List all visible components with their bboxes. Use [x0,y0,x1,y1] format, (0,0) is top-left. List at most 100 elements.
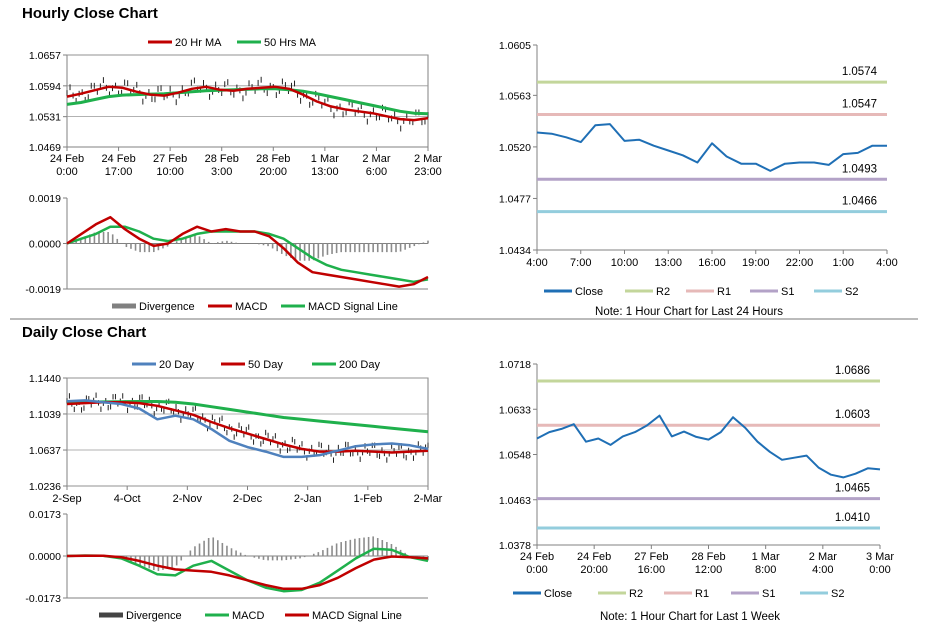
daily-price-200day-line [66,400,429,434]
hourly-pivot-x-tick-label: 4:00 [526,257,547,269]
hourly-pivot-x-tick-label: 19:00 [742,257,770,269]
daily-price-50day-line [66,400,429,454]
daily-pivot-legend-s1-label: S1 [762,588,775,600]
hourly-price-x-tick-label: 24 Feb [101,153,135,165]
hourly-pivot-x-tick-label: 1:00 [833,257,854,269]
hourly-pivot-x-tick-label: 22:00 [786,257,814,269]
daily-price-x-tick-label: 2-Dec [233,493,263,505]
hourly-price-x-tick-label: 3:00 [211,166,232,178]
daily-price-plot-frame [66,377,429,487]
daily-pivot-x-tick-label: 1 Mar [752,551,780,563]
daily-price-x-tick-label: 2-Mar [414,493,443,505]
hourly-pivot-y-tick-label: 1.0477 [499,193,531,205]
daily-pivot-y-tick-label: 1.0548 [499,450,531,462]
hourly-price-x-tick-label: 13:00 [311,166,339,178]
hourly-price-legend-50hr-label: 50 Hrs MA [264,37,317,49]
hourly-price-x-tick-label: 2 Mar [414,153,442,165]
daily-price-y-tick-label: 1.0236 [29,481,61,493]
daily-pivot-close-line [536,414,881,479]
daily-pivot-x-tick-label: 24 Feb [520,551,554,563]
daily-macd-y-tick-label: 0.0173 [29,509,61,521]
daily-pivot-legend-r1-label: R1 [695,588,709,600]
hourly-price-x-tick-label: 1 Mar [311,153,339,165]
daily-macd-y-tick-label: -0.0173 [25,593,61,605]
daily-pivot-level-s1-label: 1.0465 [835,483,870,495]
hourly-price-y-tick-label: 1.0469 [29,142,61,154]
hourly-pivot-y-tick-label: 1.0520 [499,142,531,154]
hourly-price-x-tick-label: 0:00 [56,166,77,178]
hourly-macd-legend-divergence-label: Divergence [139,301,195,313]
daily-pivot-y-tick-label: 1.0633 [499,404,531,416]
hourly-pivot-legend-r2-label: R2 [656,286,670,298]
daily-pivot-y-tick-label: 1.0378 [499,540,531,552]
hourly-macd-y-tick-label: 0.0019 [29,193,61,205]
daily-section-title: Daily Close Chart [22,324,147,341]
hourly-price-x-tick-label: 27 Feb [153,153,187,165]
daily-price-20day-line [66,399,429,459]
daily-pivot-level-s2-label: 1.0410 [835,512,870,524]
hourly-pivot-level-r1-label: 1.0547 [842,99,877,111]
hourly-macd-legend-macd-label: MACD [235,301,267,313]
hourly-macd-legend-signal-label: MACD Signal Line [308,301,398,313]
hourly-price-x-tick-label: 10:00 [156,166,184,178]
daily-pivot-x-tick-label: 8:00 [755,564,776,576]
hourly-pivot-x-tick-label: 7:00 [570,257,591,269]
hourly-pivot-close-line [536,123,887,172]
daily-pivot-legend-s2-label: S2 [831,588,844,600]
hourly-pivot-level-r2-label: 1.0574 [842,66,878,78]
daily-price-legend-20day-label: 20 Day [159,359,194,371]
hourly-pivot-level-s1-label: 1.0493 [842,163,877,175]
daily-pivot-x-tick-label: 4:00 [812,564,833,576]
hourly-price-x-tick-label: 20:00 [260,166,288,178]
daily-macd-legend-divergence-label: Divergence [126,610,182,622]
hourly-price-x-tick-label: 6:00 [366,166,387,178]
daily-pivot-level-r2-label: 1.0686 [835,365,870,377]
daily-pivot-x-tick-label: 0:00 [869,564,890,576]
hourly-price-x-tick-label: 17:00 [105,166,133,178]
daily-macd-y-tick-label: 0.0000 [29,551,61,563]
hourly-price-x-tick-label: 28 Feb [256,153,290,165]
hourly-price-legend-20hr-label: 20 Hr MA [175,37,222,49]
daily-pivot-level-r1-label: 1.0603 [835,409,870,421]
daily-pivot-x-tick-label: 27 Feb [634,551,668,563]
hourly-macd-line [66,215,429,288]
daily-price-x-tick-label: 1-Feb [353,493,382,505]
hourly-macd-y-tick-label: 0.0000 [29,239,61,251]
hourly-price-20hr-line [66,85,429,122]
daily-pivot-x-tick-label: 28 Feb [691,551,725,563]
daily-pivot-y-tick-label: 1.0718 [499,359,531,371]
hourly-price-x-tick-label: 24 Feb [50,153,84,165]
daily-pivot-x-tick-label: 20:00 [580,564,608,576]
daily-price-y-tick-label: 1.1039 [29,409,61,421]
daily-pivot-y-tick-label: 1.0463 [499,495,531,507]
hourly-section-title: Hourly Close Chart [22,5,158,22]
hourly-pivot-legend-close-label: Close [575,286,603,298]
daily-price-x-tick-label: 2-Sep [52,493,81,505]
hourly-pivot-x-tick-label: 4:00 [876,257,897,269]
daily-macd-signal-line [66,554,429,591]
daily-price-x-tick-label: 2-Nov [173,493,203,505]
hourly-price-y-tick-label: 1.0531 [29,112,61,124]
hourly-price-x-tick-label: 23:00 [414,166,442,178]
daily-pivot-note: Note: 1 Hour Chart for Last 1 Week [600,611,780,623]
hourly-pivot-y-tick-label: 1.0434 [499,245,531,257]
hourly-price-y-tick-label: 1.0657 [29,50,61,62]
daily-price-legend-50day-label: 50 Day [248,359,283,371]
hourly-price-x-tick-label: 28 Feb [205,153,239,165]
hourly-pivot-legend-s1-label: S1 [781,286,794,298]
hourly-pivot-legend-s2-label: S2 [845,286,858,298]
daily-price-y-tick-label: 1.0637 [29,445,61,457]
hourly-price-x-tick-label: 2 Mar [362,153,390,165]
daily-pivot-legend-r2-label: R2 [629,588,643,600]
daily-pivot-x-tick-label: 2 Mar [809,551,837,563]
hourly-price-plot-frame [66,54,429,148]
daily-pivot-legend-close-label: Close [544,588,572,600]
hourly-macd-y-tick-label: -0.0019 [25,284,61,296]
hourly-pivot-note: Note: 1 Hour Chart for Last 24 Hours [595,306,783,318]
daily-pivot-x-tick-label: 16:00 [638,564,666,576]
daily-macd-legend-macd-label: MACD [232,610,264,622]
hourly-macd-signal-line [66,225,429,284]
hourly-pivot-x-tick-label: 10:00 [611,257,639,269]
daily-price-x-tick-label: 4-Oct [114,493,141,505]
